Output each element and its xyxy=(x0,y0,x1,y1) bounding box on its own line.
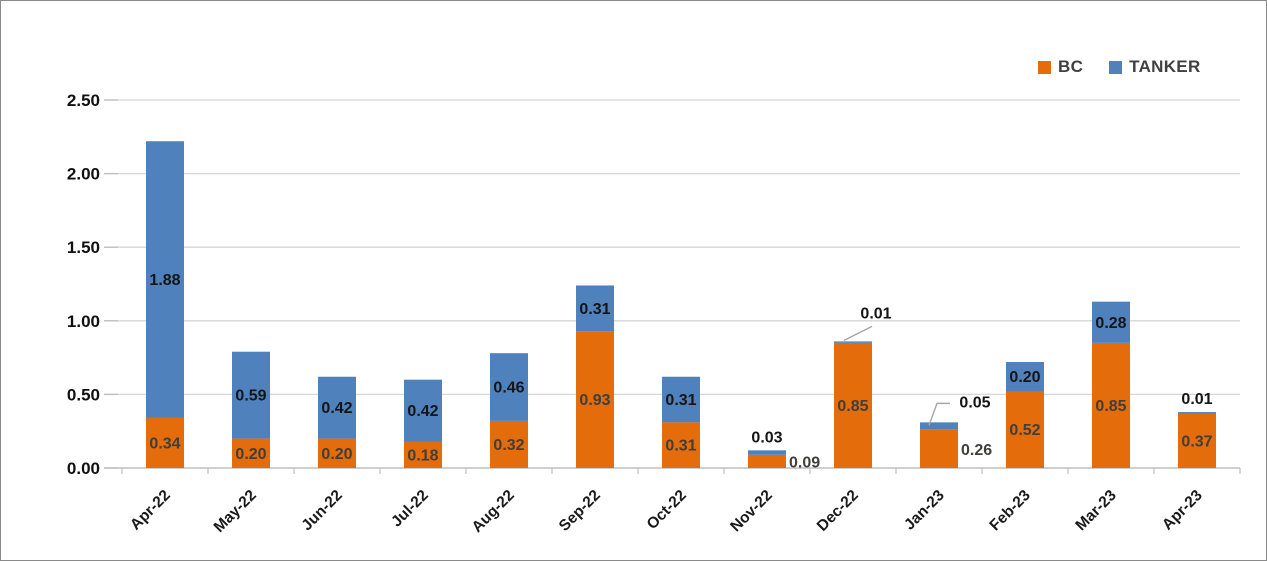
value-label-tanker-apr-22: 1.88 xyxy=(149,272,180,289)
bar-bc-jul-22 xyxy=(404,441,442,468)
value-label-bc-oct-22: 0.31 xyxy=(665,438,696,455)
legend-item-bc: BC xyxy=(1038,57,1083,77)
legend-label-tanker: TANKER xyxy=(1129,57,1201,76)
value-label-bc-may-22: 0.20 xyxy=(235,446,266,463)
value-label-bc-jan-23: 0.26 xyxy=(961,442,992,459)
bar-bc-mar-23 xyxy=(1092,342,1130,468)
legend-item-tanker: TANKER xyxy=(1109,57,1200,77)
x-axis-label: Dec-22 xyxy=(814,487,862,535)
bar-bc-jan-23 xyxy=(920,429,958,468)
legend-label-bc: BC xyxy=(1058,57,1084,76)
y-axis-label: 2.00 xyxy=(67,165,100,184)
x-axis-label: Apr-22 xyxy=(127,487,174,534)
x-axis-label: Mar-23 xyxy=(1072,487,1120,535)
value-label-tanker-feb-23: 0.20 xyxy=(1009,369,1040,386)
value-label-tanker-jan-23: 0.05 xyxy=(959,394,990,411)
y-axis-label: 2.50 xyxy=(67,91,100,110)
value-label-tanker-nov-22: 0.03 xyxy=(751,429,782,446)
x-axis-label: Nov-22 xyxy=(727,487,776,536)
y-axis-label: 0.50 xyxy=(67,385,100,404)
value-label-bc-apr-23: 0.37 xyxy=(1181,433,1212,450)
bar-tanker-aug-22 xyxy=(490,353,528,421)
x-axis-label: Jul-22 xyxy=(388,487,432,531)
value-label-bc-aug-22: 0.32 xyxy=(493,437,524,454)
x-axis-label: Feb-23 xyxy=(986,487,1034,535)
bar-bc-apr-22 xyxy=(146,417,184,468)
value-label-tanker-sep-22: 0.31 xyxy=(579,301,610,318)
x-axis-label: Jun-22 xyxy=(298,487,345,534)
bar-bc-sep-22 xyxy=(576,331,614,468)
value-label-tanker-mar-23: 0.28 xyxy=(1095,315,1126,332)
x-axis-label: Aug-22 xyxy=(469,487,518,536)
bar-bc-apr-23 xyxy=(1178,413,1216,468)
bar-bc-feb-23 xyxy=(1006,391,1044,468)
value-label-bc-feb-23: 0.52 xyxy=(1009,422,1040,439)
x-axis-label: Oct-22 xyxy=(644,487,690,533)
value-label-bc-apr-22: 0.34 xyxy=(149,435,180,452)
y-axis-label: 1.00 xyxy=(67,312,100,331)
bar-tanker-may-22 xyxy=(232,351,270,439)
bar-tanker-apr-23 xyxy=(1178,412,1216,414)
bar-bc-may-22 xyxy=(232,438,270,468)
bar-tanker-jul-22 xyxy=(404,379,442,442)
value-label-tanker-dec-22: 0.01 xyxy=(860,305,891,322)
value-label-tanker-oct-22: 0.31 xyxy=(665,392,696,409)
bar-tanker-oct-22 xyxy=(662,376,700,423)
value-label-tanker-jun-22: 0.42 xyxy=(321,400,352,417)
bar-bc-oct-22 xyxy=(662,422,700,468)
x-axis-label: Sep-22 xyxy=(556,487,604,535)
bar-tanker-jan-23 xyxy=(920,422,958,430)
bar-bc-dec-22 xyxy=(834,342,872,468)
x-axis-label: Jan-23 xyxy=(901,487,948,534)
y-axis-label: 0.00 xyxy=(67,459,100,478)
tanker-color-swatch-icon xyxy=(1109,60,1123,74)
bar-tanker-sep-22 xyxy=(576,285,614,332)
bar-tanker-mar-23 xyxy=(1092,301,1130,343)
bar-tanker-apr-22 xyxy=(146,141,184,418)
value-label-tanker-apr-23: 0.01 xyxy=(1181,391,1212,408)
bc-color-swatch-icon xyxy=(1038,60,1051,74)
value-label-bc-mar-23: 0.85 xyxy=(1095,398,1126,415)
value-label-bc-nov-22: 0.09 xyxy=(789,454,820,471)
bar-tanker-nov-22 xyxy=(748,450,786,455)
bar-tanker-jun-22 xyxy=(318,376,356,439)
leader-line xyxy=(928,402,950,426)
bar-bc-nov-22 xyxy=(748,454,786,468)
bar-bc-jun-22 xyxy=(318,438,356,468)
bar-tanker-dec-22 xyxy=(834,341,872,343)
bar-tanker-feb-23 xyxy=(1006,362,1044,392)
value-label-bc-jun-22: 0.20 xyxy=(321,446,352,463)
value-label-tanker-aug-22: 0.46 xyxy=(493,380,524,397)
x-axis-label: May-22 xyxy=(211,487,260,536)
bar-bc-aug-22 xyxy=(490,420,528,468)
value-label-tanker-jul-22: 0.42 xyxy=(407,403,438,420)
x-axis-label: Apr-23 xyxy=(1159,487,1206,534)
value-label-bc-dec-22: 0.85 xyxy=(837,398,868,415)
value-label-bc-sep-22: 0.93 xyxy=(579,392,610,409)
legend: BC TANKER xyxy=(1038,57,1201,77)
value-label-bc-jul-22: 0.18 xyxy=(407,447,438,464)
y-axis-label: 1.50 xyxy=(67,238,100,257)
value-label-tanker-may-22: 0.59 xyxy=(235,388,266,405)
leader-line xyxy=(843,325,873,342)
